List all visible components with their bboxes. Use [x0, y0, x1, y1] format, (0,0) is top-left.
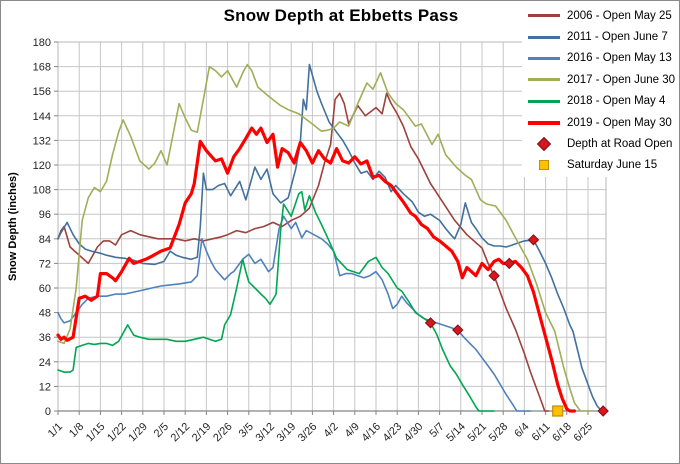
x-tick-label: 2/5 [152, 421, 171, 440]
series-line-2006 [57, 92, 550, 412]
x-tick-label: 3/5 [237, 421, 256, 440]
y-tick-label: 0 [45, 406, 51, 418]
y-tick-label: 108 [33, 185, 51, 197]
x-tick-label: 5/21 [465, 421, 489, 445]
y-tick-label: 120 [33, 160, 51, 172]
legend-item-2019-open-may-30: 2019 - Open May 30 [526, 112, 675, 133]
x-tick-label: 3/19 [275, 421, 299, 445]
x-tick-label: 5/28 [487, 421, 511, 445]
x-tick-label: 4/23 [381, 421, 405, 445]
y-tick-label: 96 [39, 209, 51, 221]
y-tick-label: 156 [33, 86, 51, 98]
x-tick-label: 4/9 [343, 421, 362, 440]
road-open-diamond [452, 324, 464, 336]
legend-item-2011-open-june-7: 2011 - Open June 7 [526, 26, 675, 47]
legend-swatch-glyph [527, 99, 560, 103]
road-open-diamond [503, 257, 515, 270]
legend-swatch-glyph [527, 78, 560, 82]
legend-label: 2016 - Open May 13 [566, 52, 672, 65]
y-tick-label: 24 [39, 357, 51, 369]
y-tick-label: 60 [39, 283, 51, 295]
road-open-diamond [424, 317, 437, 329]
legend-item-2018-open-may-4: 2018 - Open May 4 [526, 91, 675, 112]
legend-swatch-glyph [527, 35, 560, 39]
legend-item-depth-at-road-open: Depth at Road Open [526, 133, 675, 154]
x-tick-label: 2/26 [211, 421, 235, 445]
gridlines [57, 41, 606, 412]
legend-swatch-glyph [527, 120, 560, 125]
series-line-2016 [57, 215, 532, 412]
legend-item-2017-open-june-30: 2017 - Open June 30 [526, 69, 675, 90]
series-line-2011 [57, 63, 606, 412]
legend-line-swatch [526, 120, 562, 125]
legend-line-swatch [526, 56, 562, 60]
legend-label: Saturday June 15 [566, 159, 658, 172]
series-line-2019 [56, 126, 577, 413]
legend-swatch-glyph [527, 56, 560, 60]
y-tick-label: 180 [33, 37, 51, 49]
x-tick-label: 2/12 [169, 421, 193, 445]
x-tick-label: 4/16 [359, 421, 383, 445]
x-tick-label: 2/19 [190, 421, 214, 445]
x-tick-label: 3/12 [253, 421, 277, 445]
y-tick-label: 144 [33, 111, 51, 123]
legend-line-swatch [526, 99, 562, 103]
x-tick-label: 4/2 [321, 421, 340, 440]
x-tick-label: 6/4 [512, 421, 531, 440]
saturday-square [552, 405, 564, 417]
x-tick-label: 1/22 [105, 421, 129, 445]
x-tick-label: 6/18 [550, 421, 574, 445]
y-tick-label: 48 [39, 308, 51, 320]
square-icon [526, 160, 562, 171]
diamond-icon [526, 136, 562, 152]
series-line-2018 [57, 190, 495, 412]
axis-ticks: 1/1 1/81/151/221/29 2/52/122/192/26 3/53/12… [33, 37, 595, 444]
legend-swatch-glyph [536, 136, 552, 152]
road-open-diamond [488, 269, 500, 282]
y-tick-label: 132 [33, 135, 51, 147]
legend-swatch-glyph [527, 14, 560, 18]
legend-label: 2017 - Open June 30 [566, 73, 675, 86]
legend-item-2016-open-may-13: 2016 - Open May 13 [526, 48, 675, 69]
x-tick-label: 1/29 [126, 421, 150, 445]
legend-label: Depth at Road Open [566, 138, 673, 151]
x-tick-label: 1/1 [46, 421, 65, 440]
y-axis-title: Snow Depth (inches) [7, 172, 19, 281]
x-tick-label: 1/8 [67, 421, 86, 440]
x-tick-label: 5/7 [427, 421, 446, 440]
x-tick-label: 3/26 [296, 421, 320, 445]
y-tick-label: 72 [39, 258, 51, 270]
x-tick-label: 4/30 [402, 421, 426, 445]
legend-swatch-glyph [538, 160, 549, 171]
legend-label: 2018 - Open May 4 [566, 95, 666, 108]
chart-legend: 2006 - Open May 25 2011 - Open June 7 2016… [521, 4, 677, 178]
x-tick-label: 1/15 [84, 421, 108, 445]
road-open-diamond [527, 234, 540, 246]
legend-label: 2011 - Open June 7 [566, 31, 668, 44]
marker-group-diamond [424, 234, 609, 417]
x-tick-label: 5/14 [444, 421, 468, 445]
x-tick-label: 6/11 [530, 421, 553, 444]
legend-line-swatch [526, 35, 562, 39]
legend-label: 2006 - Open May 25 [566, 9, 672, 22]
y-tick-label: 36 [39, 332, 51, 344]
legend-line-swatch [526, 14, 562, 18]
legend-label: 2019 - Open May 30 [566, 116, 672, 129]
marker-group-square [552, 405, 564, 417]
chart-title: Snow Depth at Ebbetts Pass [223, 6, 459, 25]
y-tick-label: 84 [39, 234, 51, 246]
x-tick-label: 6/25 [571, 421, 595, 445]
legend-item-saturday-june-15: Saturday June 15 [526, 155, 675, 176]
road-open-diamond [597, 405, 609, 417]
legend-item-2006-open-may-25: 2006 - Open May 25 [526, 5, 675, 26]
y-tick-label: 12 [39, 381, 51, 393]
series-line-2017 [57, 63, 592, 412]
legend-line-swatch [526, 78, 562, 82]
y-tick-label: 168 [33, 62, 51, 74]
